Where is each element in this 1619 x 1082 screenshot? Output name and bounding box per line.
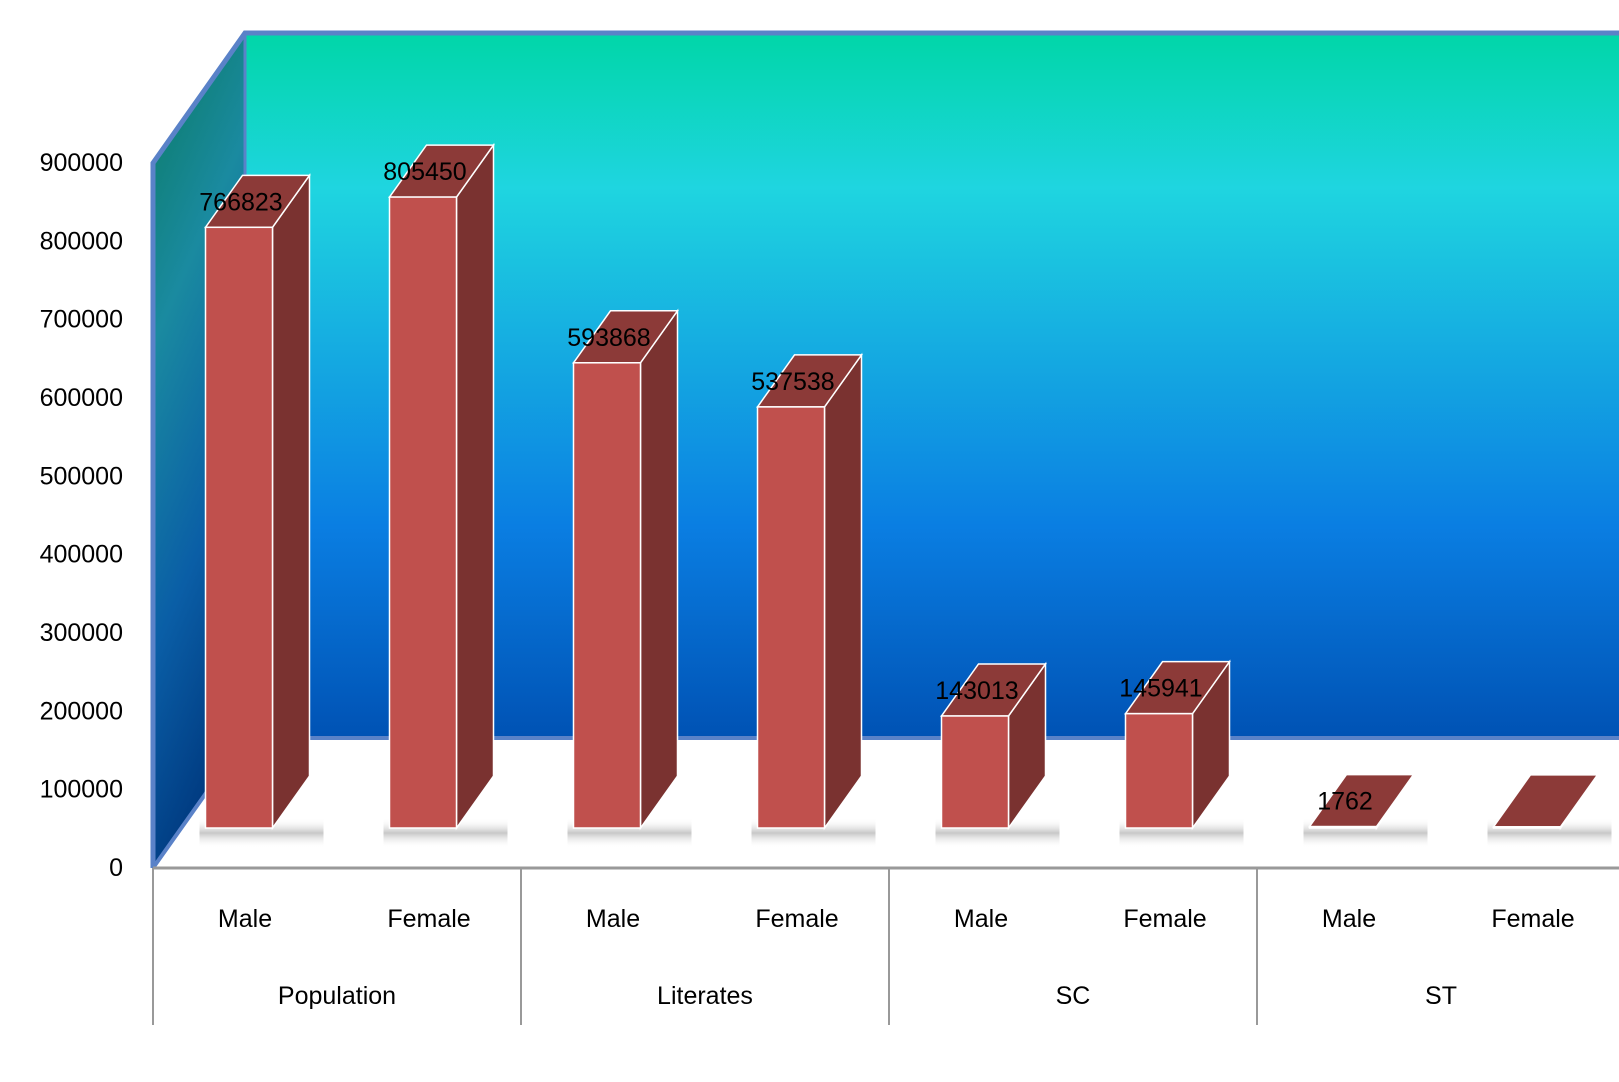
x-group-label: Population [278,982,396,1010]
x-category-label: Female [755,905,838,933]
x-category-label: Female [387,905,470,933]
bar-front [1308,825,1378,829]
x-group-label: Literates [657,982,753,1010]
bar-front [572,362,642,829]
data-label: 145941 [1119,675,1202,703]
x-category-label: Male [1322,905,1376,933]
bar-front [388,196,458,829]
bar-front [1124,712,1194,829]
floor [153,738,1619,868]
bar [935,661,1060,848]
data-label: 805450 [383,158,466,186]
y-tick-label: 900000 [40,149,123,177]
bar-front [1492,826,1562,829]
y-tick-label: 300000 [40,619,123,647]
bar-side [455,142,495,831]
y-tick-label: 600000 [40,384,123,412]
x-category-label: Male [586,905,640,933]
data-label: 1762 [1317,788,1373,816]
bar [199,172,324,848]
y-tick-label: 200000 [40,697,123,725]
bar [383,142,508,848]
data-label: 143013 [935,677,1018,705]
bar [567,308,692,848]
bar [1487,772,1612,848]
bar-side [639,308,679,831]
y-tick-label: 0 [109,854,123,882]
x-category-label: Female [1123,905,1206,933]
x-category-label: Male [954,905,1008,933]
y-tick-label: 500000 [40,462,123,490]
y-tick-label: 700000 [40,306,123,334]
x-category-label: Male [218,905,272,933]
y-tick-label: 400000 [40,541,123,569]
bar-front [204,226,274,829]
bar-side [823,352,863,831]
data-label: 766823 [199,188,282,216]
y-tick-label: 100000 [40,776,123,804]
x-group-label: ST [1425,982,1457,1010]
bar [1119,659,1244,848]
bar [1303,772,1428,848]
bar-side [271,172,311,831]
x-category-label: Female [1491,905,1574,933]
bar-front [940,715,1010,829]
wall-frame-top [150,30,1619,868]
bar-front [756,406,826,829]
data-label: 593868 [567,324,650,352]
x-group-label: SC [1056,982,1091,1010]
y-tick-label: 800000 [40,227,123,255]
bar [751,352,876,848]
data-label: 537538 [751,368,834,396]
